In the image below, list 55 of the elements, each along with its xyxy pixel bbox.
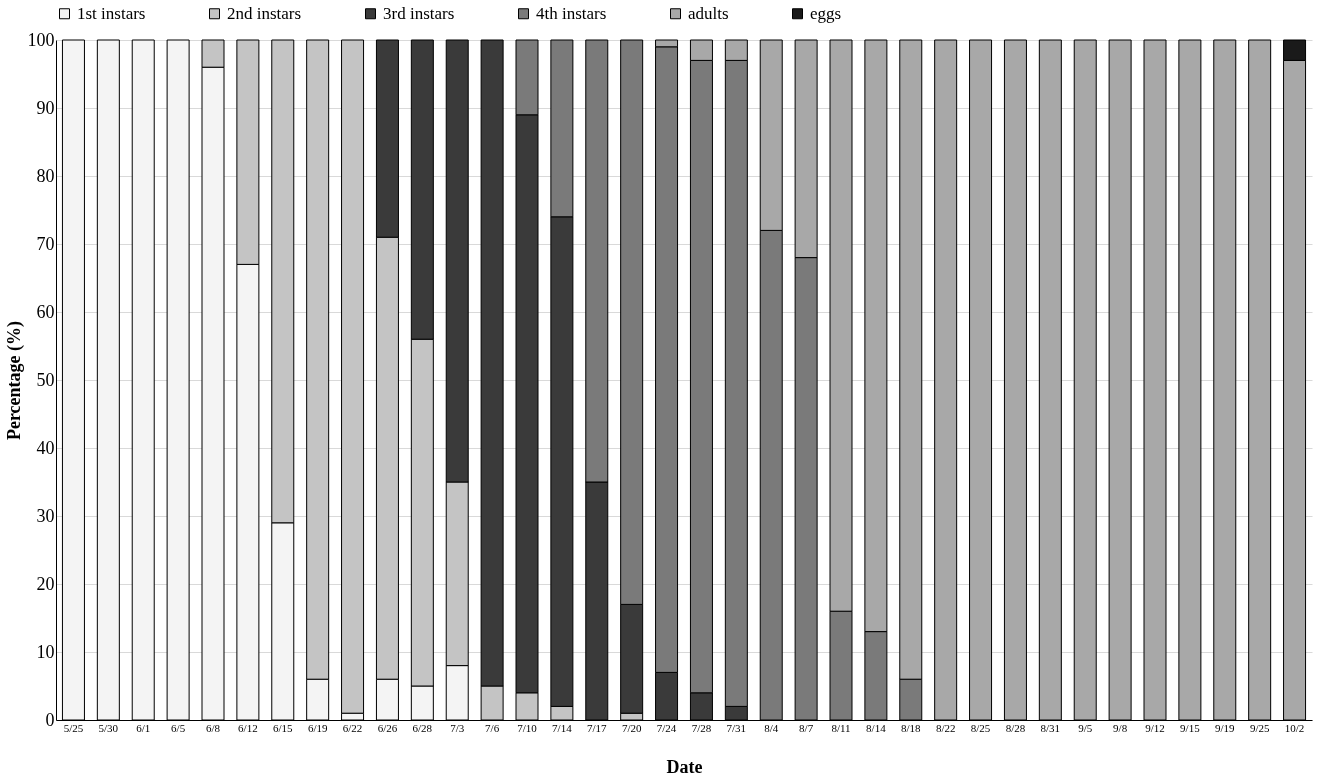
x-tick-label: 6/22 xyxy=(342,721,363,734)
x-tick-label: 9/19 xyxy=(1215,721,1236,734)
legend-label: 4th instars xyxy=(536,3,607,23)
y-tick-label: 0 xyxy=(45,709,55,730)
x-tick-label: 6/1 xyxy=(136,721,151,734)
x-tick-label: 7/3 xyxy=(450,721,465,734)
x-tick-label: 7/10 xyxy=(517,721,538,734)
legend-label: eggs xyxy=(810,3,842,23)
x-tick-label: 8/25 xyxy=(970,721,991,734)
x-axis-title: Date xyxy=(666,756,703,777)
x-tick-label: 6/19 xyxy=(307,721,328,734)
x-tick-label: 8/7 xyxy=(799,721,814,734)
x-tick-label: 8/11 xyxy=(831,721,851,734)
y-tick-label: 10 xyxy=(36,641,55,662)
x-tick-label: 8/14 xyxy=(866,721,887,734)
y-tick-label: 100 xyxy=(27,29,55,50)
legend-label: adults xyxy=(688,3,729,23)
x-tick-label: 8/31 xyxy=(1040,721,1061,734)
x-tick-label: 6/8 xyxy=(205,721,221,734)
y-tick-label: 80 xyxy=(36,165,55,186)
x-tick-label: 5/25 xyxy=(63,721,84,734)
legend-label: 2nd instars xyxy=(227,3,302,23)
legend-label: 3rd instars xyxy=(383,3,455,23)
x-tick-label: 7/20 xyxy=(621,721,642,734)
x-tick-label: 5/30 xyxy=(98,721,119,734)
x-tick-label: 6/26 xyxy=(377,721,398,734)
x-tick-label: 9/5 xyxy=(1078,721,1093,734)
x-tick-label: 8/18 xyxy=(901,721,922,734)
x-tick-label: 8/28 xyxy=(1005,721,1026,734)
x-tick-label: 9/12 xyxy=(1145,721,1165,734)
y-tick-label: 20 xyxy=(36,573,55,594)
x-tick-label: 9/25 xyxy=(1249,721,1270,734)
y-tick-label: 40 xyxy=(36,437,55,458)
x-tick-label: 6/5 xyxy=(171,721,186,734)
x-tick-label: 7/28 xyxy=(691,721,712,734)
y-tick-label: 50 xyxy=(36,369,55,390)
x-tick-label: 7/31 xyxy=(726,721,747,734)
x-tick-label: 6/12 xyxy=(238,721,258,734)
x-tick-label: 8/4 xyxy=(764,721,779,734)
x-tick-label: 7/14 xyxy=(552,721,573,734)
y-tick-label: 60 xyxy=(36,301,55,322)
x-tick-label: 9/15 xyxy=(1180,721,1201,734)
x-tick-label: 7/24 xyxy=(656,721,677,734)
x-tick-label: 10/2 xyxy=(1284,721,1305,734)
x-tick-label: 6/28 xyxy=(412,721,433,734)
x-tick-label: 7/6 xyxy=(485,721,500,734)
x-tick-label: 7/17 xyxy=(587,721,608,734)
legend-label: 1st instars xyxy=(77,3,146,23)
y-axis-title: Percentage (%) xyxy=(3,320,25,441)
y-tick-label: 70 xyxy=(36,233,55,254)
x-tick-label: 9/8 xyxy=(1113,721,1128,734)
y-tick-label: 90 xyxy=(36,97,55,118)
x-tick-label: 6/15 xyxy=(273,721,294,734)
x-tick-label: 8/22 xyxy=(935,721,956,734)
y-tick-label: 30 xyxy=(36,505,55,526)
